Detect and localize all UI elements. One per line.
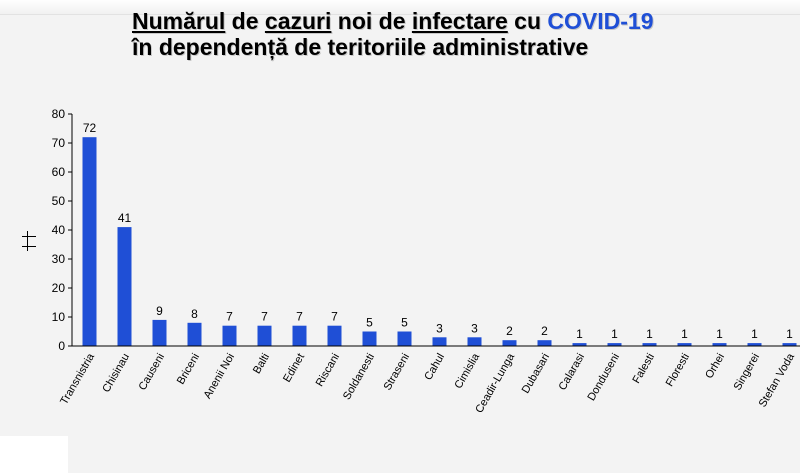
y-tick-label: 70	[52, 136, 66, 150]
bar	[292, 325, 307, 346]
data-label: 1	[646, 327, 653, 341]
x-tick-label: Falesti	[631, 352, 658, 386]
bar	[327, 325, 342, 346]
data-label: 1	[716, 327, 723, 341]
corner-panel	[0, 436, 68, 473]
x-tick-label: Edinet	[281, 352, 307, 385]
y-tick-label: 20	[52, 281, 66, 295]
x-tick-label: Cimislia	[452, 351, 482, 391]
data-label: 9	[156, 304, 163, 318]
data-label: 5	[366, 316, 373, 330]
data-label: 2	[541, 324, 548, 338]
x-tick-label: Donduseni	[585, 352, 622, 404]
data-label: 3	[436, 321, 443, 335]
data-label: 8	[191, 307, 198, 321]
data-label: 41	[118, 211, 132, 225]
y-tick-label: 0	[58, 339, 65, 353]
chart-title: Numărul de cazuri noi de infectare cu CO…	[132, 8, 654, 60]
bar	[82, 137, 97, 346]
x-tick-label: Calarasi	[557, 352, 588, 393]
bar	[432, 337, 447, 346]
data-label: 1	[786, 327, 793, 341]
title-text-de: de	[225, 8, 265, 34]
x-tick-label: Floresti	[664, 352, 692, 389]
x-tick-label: Riscani	[314, 352, 342, 389]
x-tick-label: Chisinau	[100, 352, 132, 395]
x-tick-label: Straseni	[382, 352, 413, 393]
data-label: 7	[226, 310, 233, 324]
data-label: 2	[506, 324, 513, 338]
x-tick-label: Dubasari	[520, 352, 552, 396]
x-tick-label: Causeni	[137, 352, 168, 393]
bar	[572, 343, 587, 346]
title-word-numarul: Numărul	[132, 8, 226, 34]
bar	[152, 319, 167, 346]
x-tick-label: Cahul	[422, 352, 447, 383]
title-word-cazuri: cazuri	[264, 8, 332, 34]
title-text-noi-de: noi de	[331, 8, 412, 34]
bar	[397, 331, 412, 346]
top-border	[0, 0, 800, 15]
x-tick-label: Balti	[251, 352, 272, 377]
y-tick-label: 40	[52, 223, 66, 237]
data-label: 5	[401, 316, 408, 330]
y-tick-label: 50	[52, 194, 66, 208]
data-label: 1	[576, 327, 583, 341]
data-label: 7	[331, 310, 338, 324]
data-label: 7	[261, 310, 268, 324]
data-label: 1	[611, 327, 618, 341]
bar	[362, 331, 377, 346]
x-tick-label: Transnistria	[58, 351, 97, 407]
y-tick-label: 80	[52, 107, 66, 121]
bar	[257, 325, 272, 346]
data-label: 7	[296, 310, 303, 324]
bar	[467, 337, 482, 346]
axis-marker-icon	[22, 231, 36, 251]
title-text-cu: cu	[507, 8, 548, 34]
bar	[747, 343, 762, 346]
x-tick-label: Soldanesti	[341, 352, 377, 402]
y-tick-label: 30	[52, 252, 66, 266]
title-line-2: în dependență de teritoriile administrat…	[132, 34, 589, 60]
bar	[537, 340, 552, 346]
data-label: 72	[83, 121, 97, 135]
bar	[187, 322, 202, 346]
bar	[642, 343, 657, 346]
x-tick-label: Singerei	[732, 352, 763, 393]
bar	[712, 343, 727, 346]
y-tick-label: 60	[52, 165, 66, 179]
bar	[782, 343, 797, 346]
data-label: 3	[471, 321, 478, 335]
bar	[222, 325, 237, 346]
x-tick-label: Orhei	[703, 352, 727, 381]
x-tick-label: Anenii Noi	[202, 352, 237, 401]
title-covid: COVID-19	[547, 8, 654, 34]
bar	[502, 340, 517, 346]
data-label: 1	[681, 327, 688, 341]
bar	[117, 227, 132, 346]
y-tick-label: 10	[52, 310, 66, 324]
bar	[607, 343, 622, 346]
bar	[677, 343, 692, 346]
x-tick-label: Stefan Voda	[757, 351, 798, 410]
x-tick-label: Briceni	[175, 352, 202, 387]
title-word-infectare: infectare	[411, 8, 508, 34]
data-label: 1	[751, 327, 758, 341]
